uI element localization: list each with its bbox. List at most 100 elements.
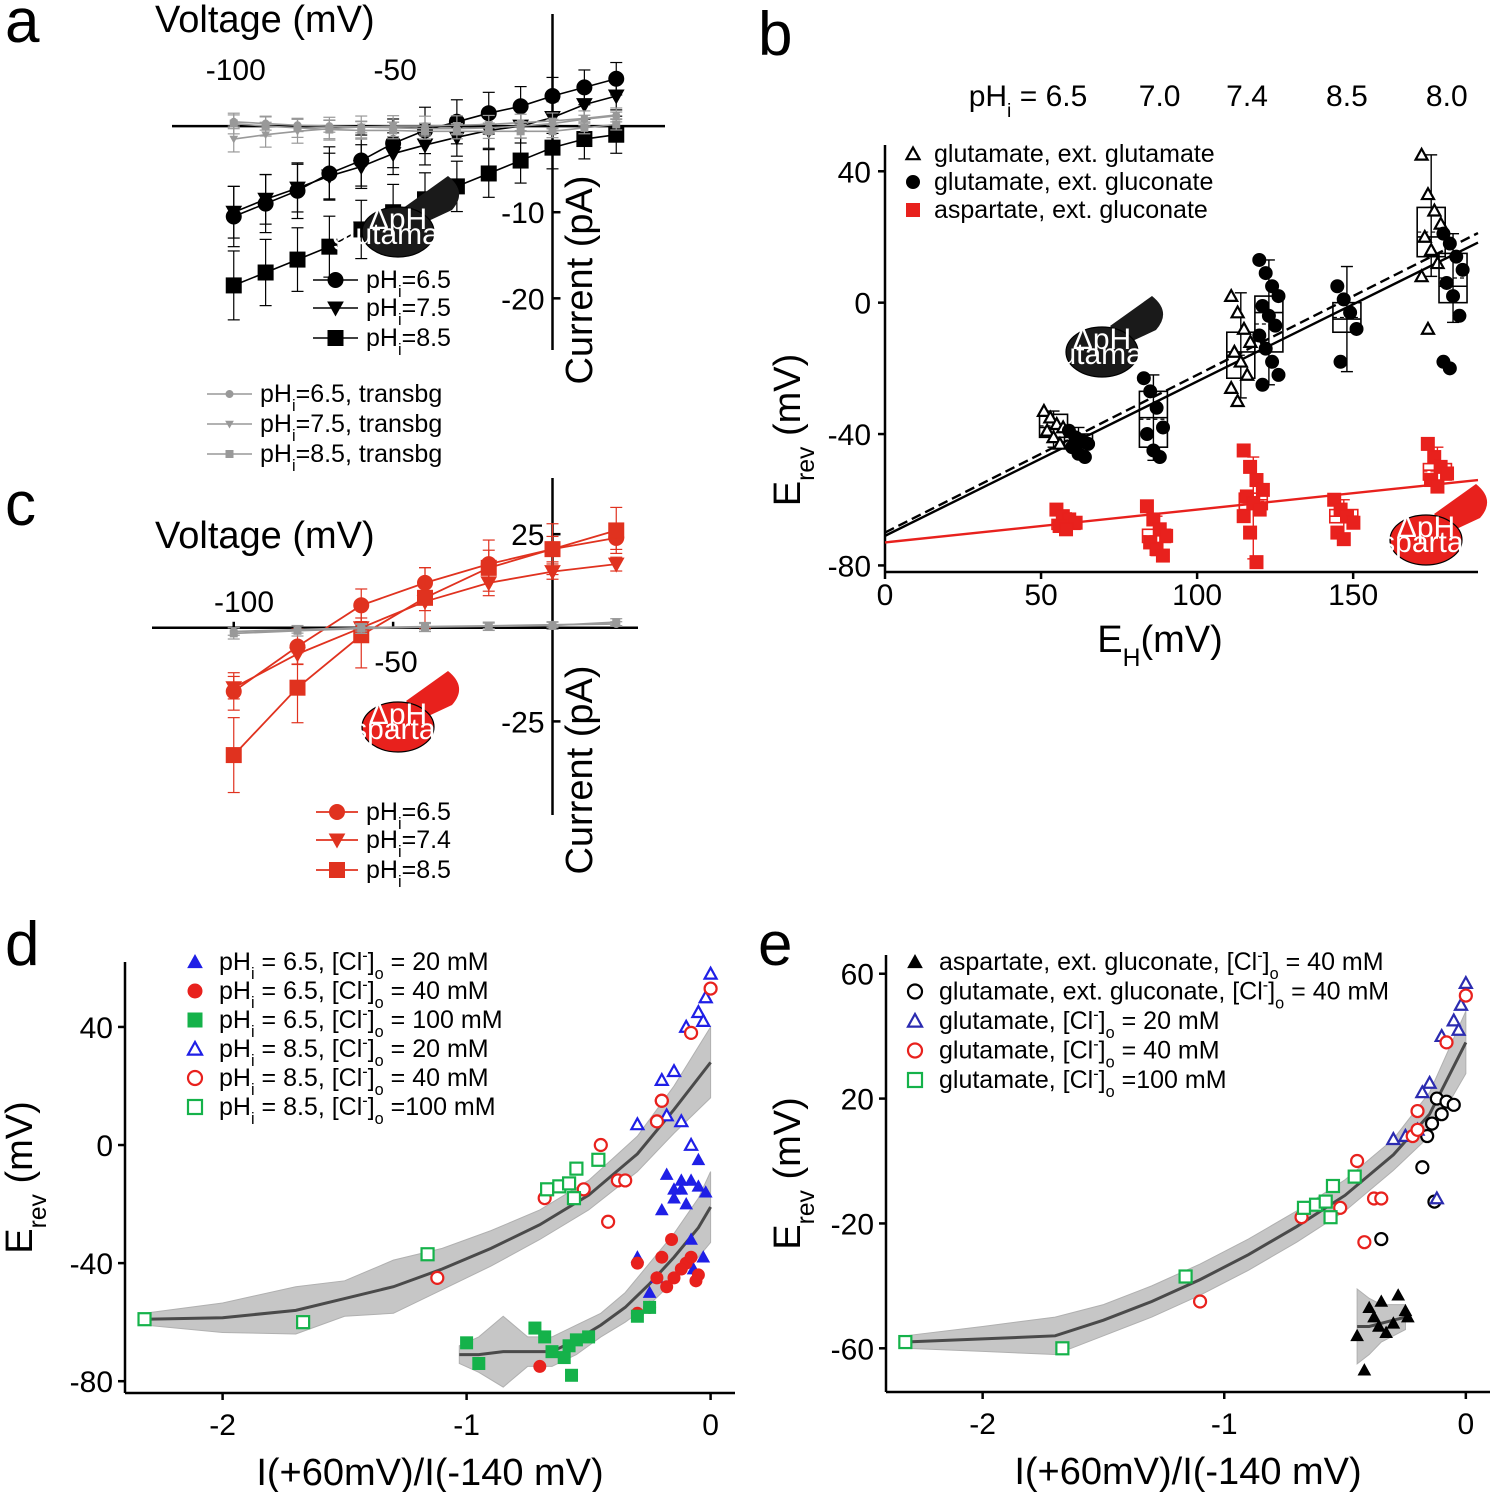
data-point xyxy=(1265,279,1280,294)
x-tick-label: 150 xyxy=(1328,579,1378,612)
legend-label-part: o xyxy=(375,994,384,1012)
data-point xyxy=(1446,1097,1461,1112)
x-tick-label: -2 xyxy=(969,1408,996,1441)
data-point xyxy=(667,1271,681,1285)
data-point xyxy=(1420,1128,1435,1144)
data-point xyxy=(545,1345,559,1359)
x-axis-title-part: E xyxy=(1097,619,1122,661)
data-point xyxy=(460,1336,474,1350)
x-tick-label: 0 xyxy=(702,1409,719,1442)
data-point xyxy=(654,1202,669,1216)
data-point xyxy=(484,127,493,136)
legend-label-part: - xyxy=(362,1063,367,1081)
data-point xyxy=(540,1182,555,1197)
data-point xyxy=(257,264,274,281)
y-tick-label: 40 xyxy=(838,156,871,189)
data-point xyxy=(684,1173,698,1186)
data-point xyxy=(650,1271,664,1285)
data-point xyxy=(611,111,621,120)
data-point xyxy=(225,277,242,294)
data-point xyxy=(630,1256,644,1270)
data-point xyxy=(674,1262,688,1276)
data-point xyxy=(1420,436,1435,451)
legend-label: pHi=6.5 xyxy=(366,798,451,833)
data-point xyxy=(421,623,429,632)
legend-label-part: i xyxy=(292,427,296,445)
legend-label: pHi = 6.5, [Cl-]o = 20 mM xyxy=(219,947,489,983)
y-tick-label: -10 xyxy=(501,197,544,230)
data-point xyxy=(293,626,302,635)
data-point xyxy=(667,1191,681,1204)
panel-c: c Voltage (mV) -100 -50 25 -25 Current (pA) ΔpH… xyxy=(5,470,638,891)
y-tick-label: 60 xyxy=(841,959,874,992)
data-point xyxy=(612,120,621,129)
data-point xyxy=(484,622,493,631)
legend-label-part: i xyxy=(251,1081,255,1099)
legend-label-part: glutamate, ext. gluconate, [Cl xyxy=(939,978,1263,1006)
data-point xyxy=(1446,289,1461,304)
legend-label: pHi=7.5 xyxy=(366,294,451,329)
data-point xyxy=(1318,1194,1333,1209)
data-point xyxy=(1143,384,1158,399)
data-point xyxy=(1081,436,1096,451)
data-point xyxy=(1271,367,1286,382)
data-point xyxy=(673,1113,690,1128)
data-point xyxy=(321,169,338,185)
data-point xyxy=(1255,377,1270,392)
legend-label: glutamate, ext. glutamate xyxy=(934,140,1215,168)
panel-e: e -2 -1 0 60 20 -20 -60 I(+60mV)/I(-140 mV) Erev … xyxy=(758,910,1490,1492)
legend-label-part: glutamate, [Cl xyxy=(939,1007,1093,1035)
legend-label-part: o xyxy=(1106,1024,1115,1042)
legend-label-part: o xyxy=(1270,965,1279,983)
data-point xyxy=(660,1280,674,1294)
data-point xyxy=(430,1270,445,1285)
data-point xyxy=(696,1250,711,1263)
data-point xyxy=(1385,1130,1402,1146)
x-tick-label: 0 xyxy=(877,579,894,612)
data-point xyxy=(417,589,433,606)
data-point xyxy=(1223,379,1240,394)
x-tick-label: 0 xyxy=(1457,1408,1474,1441)
fit-curve-0 xyxy=(144,1061,712,1321)
fit-curve-1 xyxy=(1357,1315,1406,1328)
data-point xyxy=(561,1176,577,1191)
data-point xyxy=(1374,1294,1389,1307)
legend-marker xyxy=(906,1011,924,1028)
data-point xyxy=(649,1114,665,1129)
data-point xyxy=(420,1247,435,1262)
data-point xyxy=(1255,298,1270,313)
y-axis-title-part: (mV) xyxy=(0,1101,41,1194)
data-point xyxy=(1428,1190,1445,1205)
y-tick-label: -80 xyxy=(828,550,871,583)
legend-marker xyxy=(329,862,345,878)
legend-label-part: ] xyxy=(368,1064,375,1092)
legend-label: pHi=7.5, transbg xyxy=(260,410,442,445)
legend-label-part: i xyxy=(398,283,402,301)
legend-marker xyxy=(329,804,345,820)
y-tick-label: -40 xyxy=(828,419,871,452)
data-point xyxy=(548,117,557,126)
x-axis-title: I(+60mV)/I(-140 mV) xyxy=(1014,1451,1361,1492)
data-point xyxy=(538,1330,552,1344)
data-point xyxy=(1457,974,1474,989)
data-point xyxy=(1249,555,1264,570)
data-point xyxy=(229,135,239,144)
data-point xyxy=(1059,522,1074,537)
legend-label-part: pH xyxy=(366,294,398,322)
legend-label-part: = 6.5, [Cl xyxy=(255,948,363,976)
data-point xyxy=(1410,1122,1425,1137)
badge-line1: ΔpH xyxy=(1073,323,1131,356)
data-point xyxy=(1271,289,1286,304)
data-point xyxy=(1236,509,1251,524)
legend-marker xyxy=(904,145,922,161)
data-point xyxy=(1426,202,1443,217)
data-point xyxy=(544,139,561,156)
legend-label-part: pH xyxy=(366,324,398,352)
legend-label-part: pH xyxy=(219,1035,251,1063)
data-point xyxy=(1336,292,1351,307)
data-point xyxy=(689,1274,703,1288)
data-point xyxy=(389,126,398,135)
data-point xyxy=(512,152,529,169)
